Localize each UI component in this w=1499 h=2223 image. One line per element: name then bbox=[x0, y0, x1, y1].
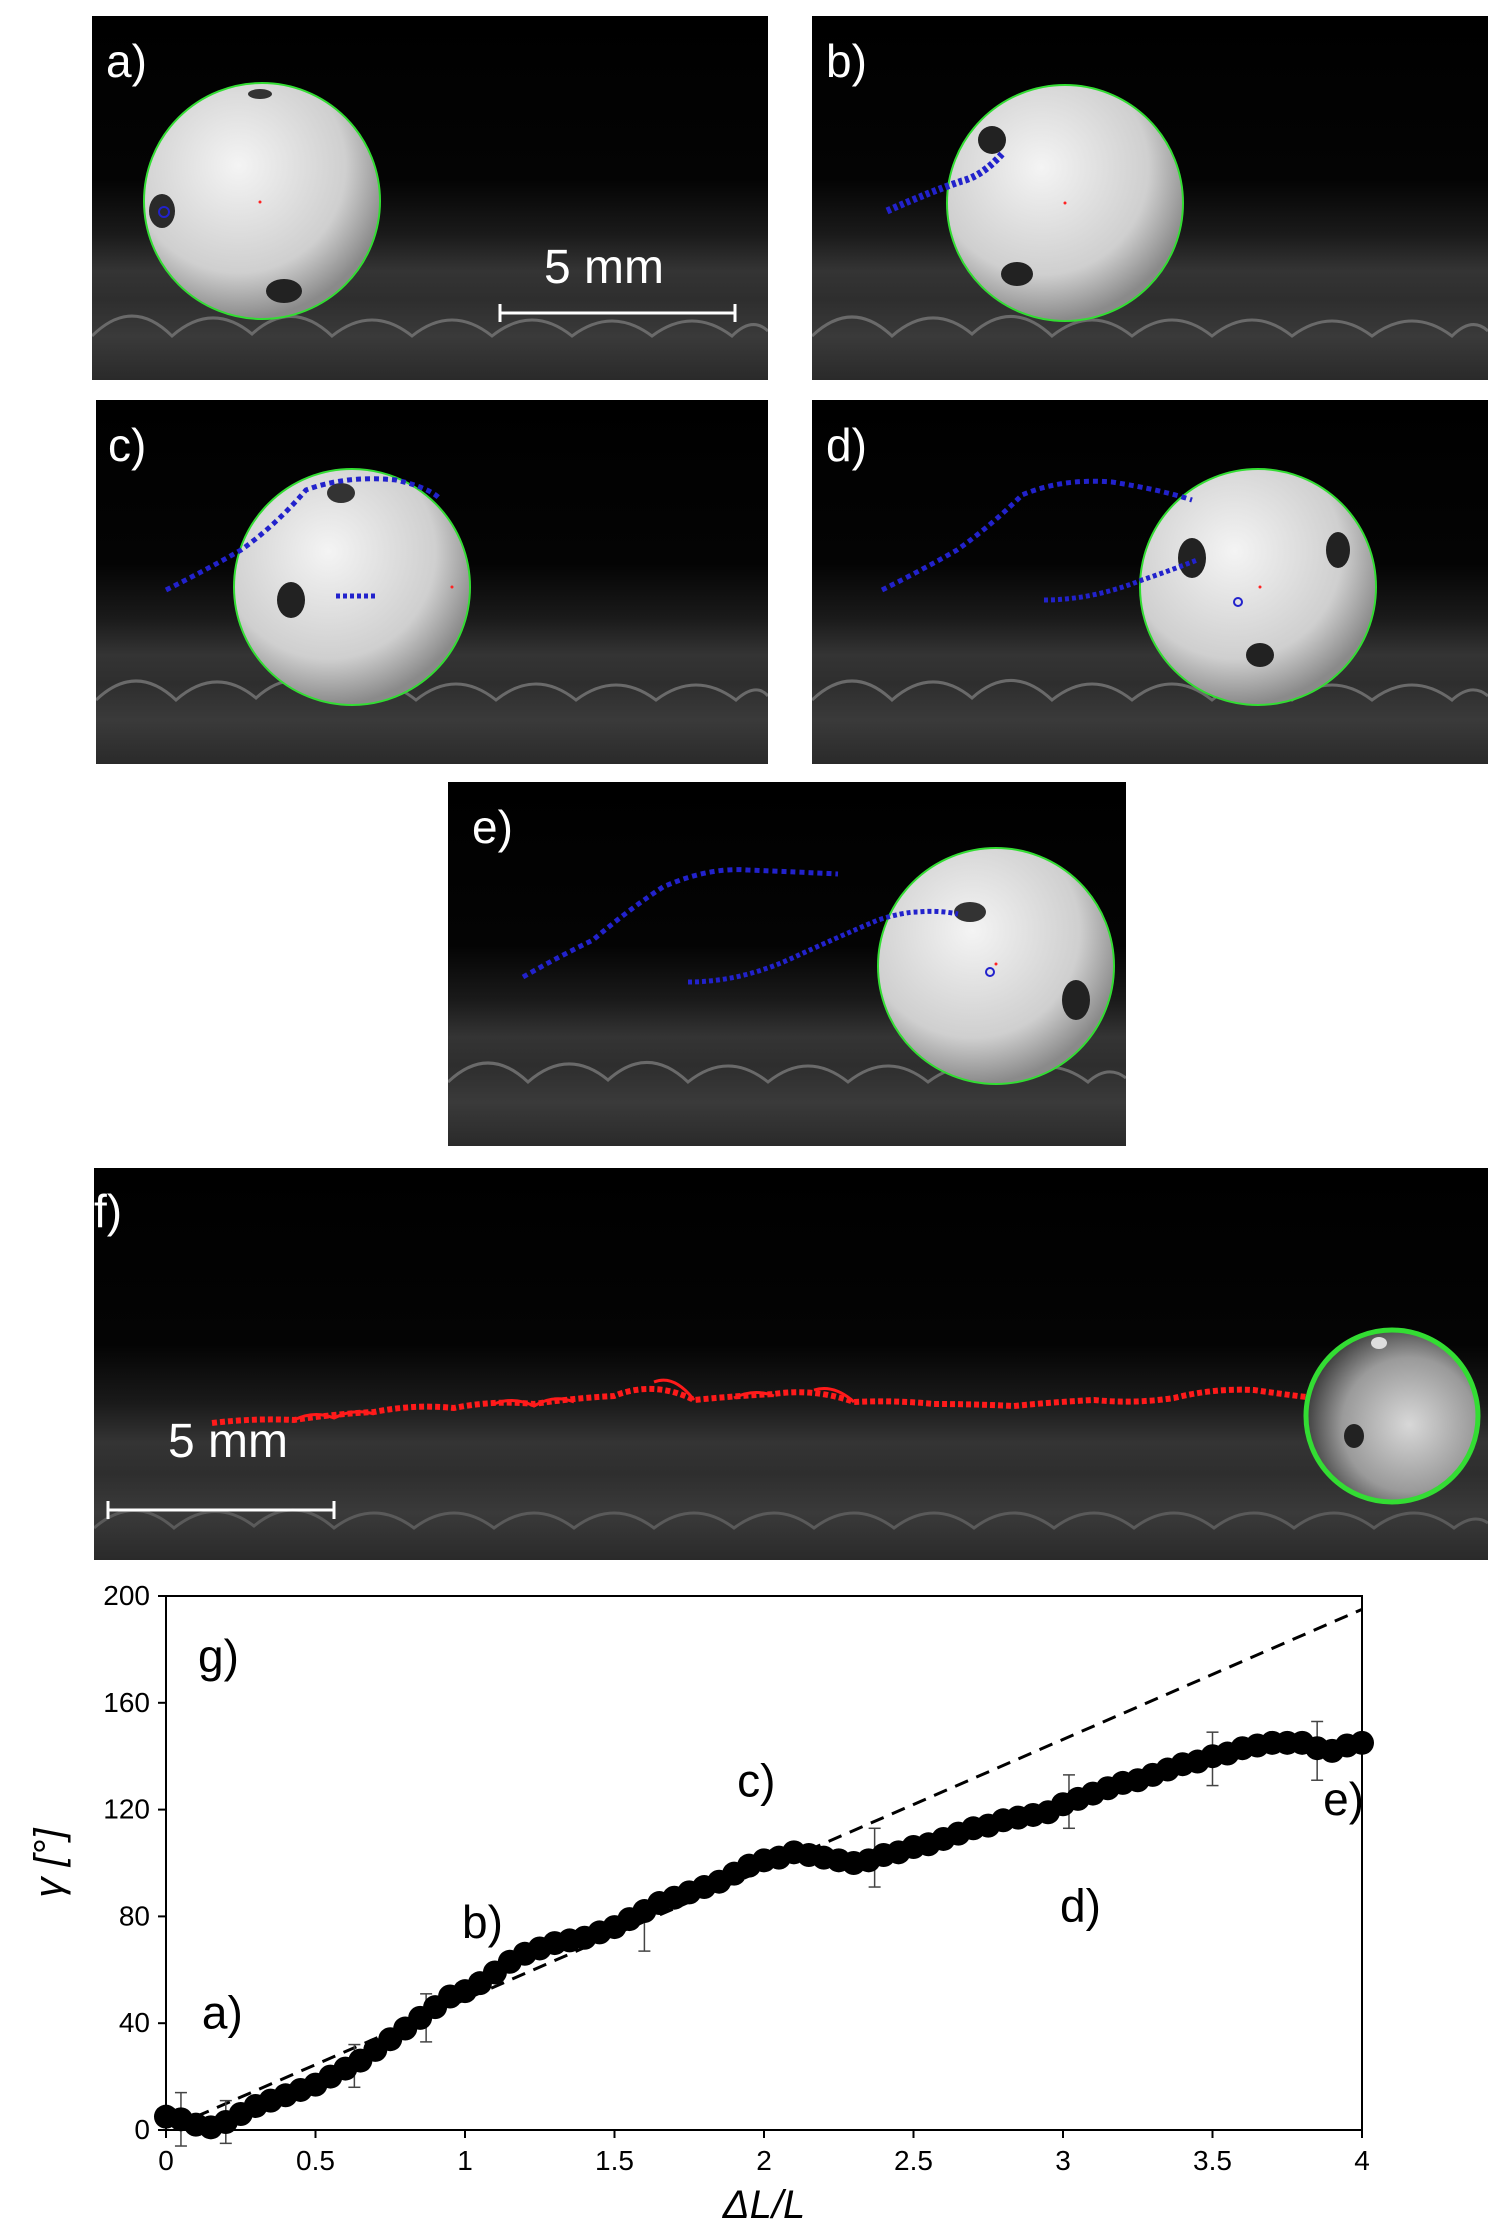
panel-label-c: c) bbox=[108, 419, 147, 471]
panel-label-a: a) bbox=[106, 35, 147, 87]
x-axis-label: ΔL/L bbox=[722, 2183, 805, 2223]
annotation-label: b) bbox=[462, 1896, 503, 1948]
y-tick-label: 160 bbox=[103, 1687, 150, 1718]
scene-c bbox=[96, 468, 768, 706]
x-tick-label: 3.5 bbox=[1193, 2145, 1232, 2176]
annotation-label: c) bbox=[737, 1754, 775, 1806]
y-axis-label: γ [°] bbox=[27, 1827, 71, 1897]
panel-label-f: f) bbox=[94, 1185, 123, 1237]
panel-label-b: b) bbox=[826, 35, 867, 87]
plot-area: 0 40 80 120 160 200 0 0.5 1 1.5 2 2.5 3 3.5 4 ΔL/L γ [°]… bbox=[27, 1580, 1374, 2223]
image-panel-d: d) bbox=[812, 400, 1488, 764]
scene-d bbox=[812, 468, 1488, 706]
image-panel-c: c) bbox=[96, 400, 768, 764]
x-tick-label: 1.5 bbox=[595, 2145, 634, 2176]
annotation-label: e) bbox=[1323, 1773, 1364, 1825]
image-panel-a: a) 5 mm bbox=[92, 16, 768, 380]
data-point bbox=[1350, 1730, 1374, 1755]
x-tick-label: 2 bbox=[756, 2145, 772, 2176]
x-tick-label: 1 bbox=[457, 2145, 473, 2176]
panel-label-e: e) bbox=[472, 801, 513, 853]
y-tick-label: 80 bbox=[119, 1900, 150, 1931]
scene-a bbox=[92, 82, 768, 339]
scene-b bbox=[812, 84, 1488, 339]
image-panel-e: e) bbox=[448, 782, 1126, 1146]
y-tick-label: 200 bbox=[103, 1580, 150, 1611]
scene-e bbox=[448, 847, 1126, 1085]
annotation-label: d) bbox=[1060, 1880, 1101, 1932]
x-tick-label: 0 bbox=[158, 2145, 174, 2176]
scale-bar-label: 5 mm bbox=[168, 1415, 288, 1468]
image-panel-f: f) 5 mm bbox=[94, 1168, 1488, 1560]
annotation-label: a) bbox=[202, 1987, 243, 2039]
scene-f bbox=[94, 1327, 1488, 1530]
y-tick-label: 0 bbox=[134, 2114, 150, 2145]
panel-label-d: d) bbox=[826, 419, 867, 471]
scale-bar-label: 5 mm bbox=[544, 241, 664, 294]
x-tick-label: 3 bbox=[1055, 2145, 1071, 2176]
x-tick-label: 2.5 bbox=[894, 2145, 933, 2176]
panel-label-g: g) bbox=[198, 1630, 239, 1682]
image-panel-b: b) bbox=[812, 16, 1488, 380]
y-tick-label: 40 bbox=[119, 2007, 150, 2038]
chart-gamma-vs-strain: 0 40 80 120 160 200 0 0.5 1 1.5 2 2.5 3 3.5 4 ΔL/L γ [°]… bbox=[27, 1580, 1374, 2223]
x-tick-label: 0.5 bbox=[296, 2145, 335, 2176]
x-tick-label: 4 bbox=[1354, 2145, 1370, 2176]
y-tick-label: 120 bbox=[103, 1794, 150, 1825]
